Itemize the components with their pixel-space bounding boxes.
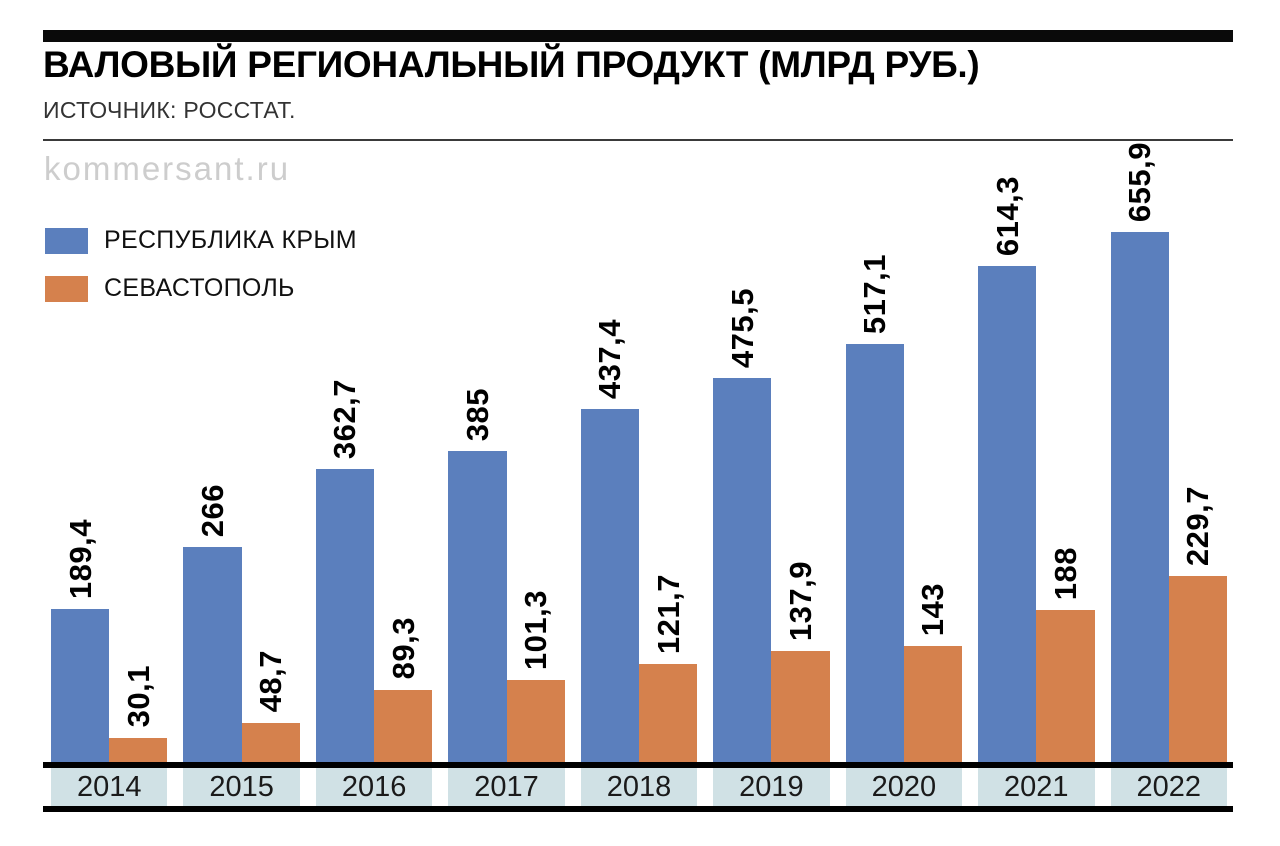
bar-value-label: 229,7 [1180, 486, 1216, 567]
year-label: 2018 [606, 770, 672, 803]
bar-group-2018: 437,4 121,7 [580, 230, 698, 762]
bar-value-label: 655,9 [1122, 141, 1158, 222]
bar-groups: 189,4 30,1 266 48,7 362,7 89,3 385 101,3 437,4 12… [43, 142, 1233, 762]
bar-group-2014: 189,4 30,1 [51, 230, 168, 762]
chart-bottom-rule [43, 806, 1233, 812]
bar-value-label: 121,7 [650, 573, 686, 654]
year-band-2016: 2016 [315, 768, 433, 806]
bar-sevastopol-2016: 89,3 [374, 617, 433, 762]
year-bands: 2014 2015 2016 2017 2018 2019 2020 2021 2022 [43, 768, 1233, 806]
year-band-2017: 2017 [448, 768, 565, 806]
header-divider [43, 139, 1233, 141]
bar-value-label-wrap: 475,5 [713, 288, 771, 378]
bar-value-label-wrap: 137,9 [771, 561, 829, 651]
bar-value-label-wrap: 229,7 [1169, 486, 1227, 576]
year-label: 2017 [474, 770, 539, 803]
bar-crimea-2019: 475,5 [713, 288, 772, 762]
bar-chart: 189,4 30,1 266 48,7 362,7 89,3 385 101,3 437,4 12… [43, 142, 1233, 812]
legend: РЕСПУБЛИКА КРЫМ СЕВАСТОПОЛЬ [45, 226, 357, 322]
bar-sevastopol-2015: 48,7 [241, 650, 300, 762]
bar-value-label: 437,4 [592, 318, 628, 399]
bar-crimea-2015: 266 [183, 484, 242, 762]
bar-value-label: 188 [1047, 546, 1083, 601]
bar-crimea-2016: 362,7 [315, 379, 375, 762]
bar-value-label: 517,1 [857, 254, 893, 335]
bar-group-2017: 385 101,3 [448, 230, 565, 762]
bar-value-label-wrap: 30,1 [109, 665, 167, 737]
year-label: 2020 [871, 770, 937, 803]
bar-sevastopol-2019: 137,9 [771, 561, 830, 762]
year-label: 2021 [1004, 770, 1069, 803]
year-label: 2019 [739, 770, 804, 803]
legend-label-sevastopol: СЕВАСТОПОЛЬ [104, 274, 295, 302]
bar-crimea-2020: 517,1 [845, 254, 904, 762]
year-band-2018: 2018 [580, 768, 698, 806]
bar-value-label-wrap: 101,3 [507, 590, 565, 680]
legend-item-sevastopol: СЕВАСТОПОЛЬ [45, 274, 357, 303]
year-label: 2015 [209, 770, 274, 803]
bar-group-2019: 475,5 137,9 [713, 230, 830, 762]
axis-baseline [43, 762, 1233, 768]
bar-crimea-2017: 385 [448, 388, 507, 762]
year-label: 2016 [341, 770, 407, 803]
bar-value-label: 30,1 [120, 665, 156, 728]
year-band-2022: 2022 [1110, 768, 1227, 806]
bar-value-label-wrap: 48,7 [242, 650, 300, 722]
year-band-2020: 2020 [845, 768, 963, 806]
bar-group-2021: 614,3 188 [978, 176, 1095, 762]
bar-value-label-wrap: 385 [448, 388, 506, 451]
bar-value-label-wrap: 121,7 [639, 574, 697, 664]
bar-value-label: 614,3 [989, 175, 1025, 256]
bar-value-label: 385 [459, 387, 495, 441]
bar-group-2020: 517,1 143 [845, 230, 963, 762]
bar-value-label-wrap: 266 [183, 484, 241, 547]
bar-value-label-wrap: 437,4 [581, 319, 639, 409]
legend-item-crimea: РЕСПУБЛИКА КРЫМ [45, 226, 357, 255]
top-accent-bar [43, 30, 1233, 42]
bar-crimea-2018: 437,4 [580, 319, 639, 762]
bar-sevastopol-2018: 121,7 [638, 574, 698, 762]
bar-sevastopol-2014: 30,1 [109, 665, 168, 762]
bar-value-label-wrap: 143 [904, 583, 962, 646]
bar-group-2016: 362,7 89,3 [315, 230, 433, 762]
watermark-text: kommersant.ru [44, 150, 291, 187]
year-band-2021: 2021 [978, 768, 1095, 806]
bar-value-label-wrap: 614,3 [978, 176, 1036, 266]
bar-value-label-wrap: 517,1 [846, 254, 904, 344]
bar-value-label-wrap: 362,7 [316, 379, 374, 469]
chart-title: ВАЛОВЫЙ РЕГИОНАЛЬНЫЙ ПРОДУКТ (МЛРД РУБ.) [43, 44, 980, 85]
legend-label-crimea: РЕСПУБЛИКА КРЫМ [104, 226, 357, 254]
year-label: 2014 [76, 770, 142, 803]
bar-value-label: 137,9 [783, 560, 819, 641]
bar-value-label: 362,7 [327, 378, 363, 459]
bar-crimea-2014: 189,4 [51, 519, 110, 762]
bar-value-label-wrap: 189,4 [51, 519, 109, 609]
bar-value-label-wrap: 89,3 [374, 617, 432, 689]
bar-value-label: 143 [915, 583, 951, 637]
bar-group-2022: 655,9 229,7 [1110, 142, 1227, 762]
year-label: 2022 [1136, 770, 1201, 803]
bar-value-label-wrap: 188 [1036, 547, 1094, 610]
bar-crimea-2022: 655,9 [1110, 142, 1169, 762]
year-band-2019: 2019 [713, 768, 830, 806]
bar-sevastopol-2021: 188 [1036, 547, 1095, 762]
source-note: ИСТОЧНИК: РОССТАТ. [43, 97, 296, 123]
year-band-2014: 2014 [51, 768, 168, 806]
bar-value-label: 266 [195, 483, 231, 538]
bar-sevastopol-2017: 101,3 [506, 590, 565, 762]
bar-value-label: 48,7 [253, 650, 289, 713]
bar-value-label: 189,4 [62, 518, 98, 599]
bar-value-label: 89,3 [385, 617, 421, 680]
year-band-2015: 2015 [183, 768, 300, 806]
bar-group-2015: 266 48,7 [183, 230, 300, 762]
legend-swatch-crimea [45, 227, 88, 254]
bar-sevastopol-2020: 143 [903, 583, 963, 762]
bar-value-label: 101,3 [518, 590, 554, 671]
bar-sevastopol-2022: 229,7 [1168, 486, 1227, 762]
bar-value-label: 475,5 [724, 287, 760, 368]
bar-value-label-wrap: 655,9 [1111, 142, 1169, 232]
bar-crimea-2021: 614,3 [978, 176, 1037, 762]
legend-swatch-sevastopol [45, 275, 88, 302]
